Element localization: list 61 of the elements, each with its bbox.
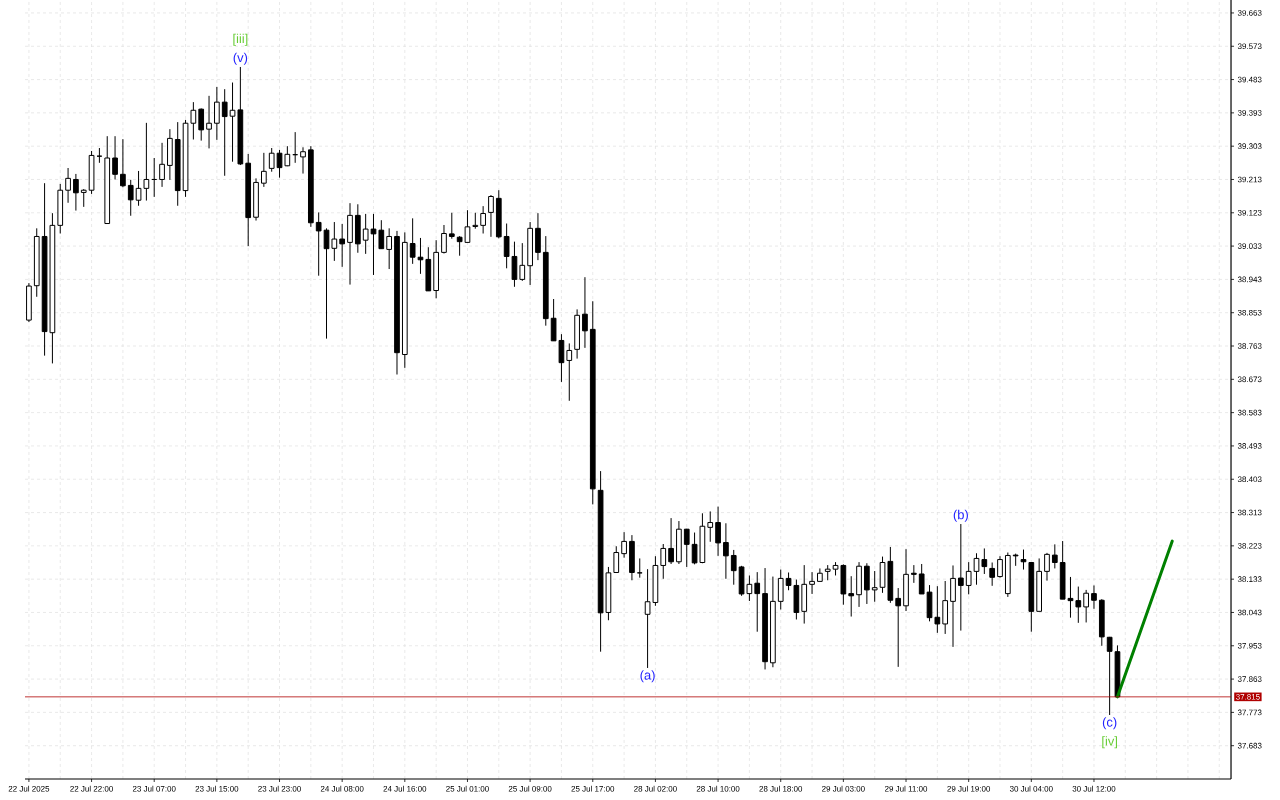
candlestick — [448, 212, 455, 240]
annotation: [iv] — [1102, 736, 1117, 749]
candlestick — [566, 342, 573, 402]
candlestick — [261, 152, 267, 188]
candlestick — [300, 146, 306, 175]
candlestick — [582, 276, 588, 349]
annotation: (v) — [233, 52, 248, 65]
annotation: (a) — [640, 670, 655, 683]
candlestick — [871, 570, 878, 603]
annotation: (c) — [1102, 717, 1117, 730]
candlestick — [613, 545, 620, 573]
candlestick — [378, 219, 385, 250]
candlestick — [895, 587, 902, 668]
candlestick — [1075, 586, 1082, 624]
candlestick — [997, 555, 1003, 579]
candlestick — [636, 557, 643, 579]
candlestick — [809, 571, 815, 595]
candlestick — [777, 569, 784, 610]
candlestick — [683, 528, 690, 568]
candlestick — [339, 223, 346, 268]
candlestick — [707, 510, 714, 543]
candlestick — [723, 522, 729, 580]
candlestick — [480, 205, 486, 235]
candlestick — [957, 523, 964, 632]
candlestick — [441, 224, 447, 254]
candlestick — [754, 571, 761, 633]
candlestick — [989, 562, 996, 587]
candlestick — [965, 561, 972, 595]
candlestick — [127, 179, 134, 217]
candlestick — [488, 194, 494, 238]
candlestick — [1051, 543, 1058, 569]
candlestick — [621, 531, 627, 559]
candlestick — [1083, 589, 1089, 623]
candlestick — [918, 563, 925, 595]
annotation: [iii] — [233, 33, 248, 46]
candlestick — [65, 167, 71, 204]
candlestick — [942, 580, 949, 635]
candlestick — [268, 147, 275, 173]
candlestick — [660, 543, 667, 580]
candlestick — [214, 86, 220, 141]
candlestick — [206, 95, 212, 149]
candlestick — [911, 564, 917, 584]
candlestick — [730, 549, 737, 586]
candlestick — [159, 142, 165, 188]
candlestick — [386, 227, 392, 270]
candlestick — [864, 562, 870, 605]
candlestick — [221, 88, 228, 177]
candlestick — [112, 135, 118, 180]
candlestick — [1020, 549, 1027, 571]
candlestick — [198, 107, 205, 142]
annotation: (b) — [953, 509, 968, 522]
candlestick — [315, 211, 322, 277]
candlestick — [1044, 552, 1050, 582]
candlestick — [1091, 584, 1097, 610]
candlestick — [950, 564, 956, 648]
candlestick — [848, 575, 855, 618]
candlestick — [120, 138, 126, 188]
candlestick — [73, 173, 79, 212]
candlestick — [519, 242, 526, 282]
candlestick — [668, 517, 674, 565]
candlestick — [715, 506, 721, 557]
